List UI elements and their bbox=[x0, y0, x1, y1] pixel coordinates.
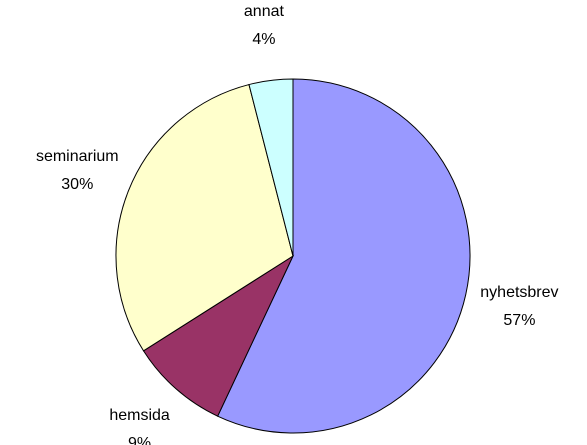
slice-value-label: 57% bbox=[503, 312, 535, 329]
slice-label: seminarium bbox=[36, 148, 119, 165]
pie-slice bbox=[115, 83, 294, 352]
slice-label: hemsida bbox=[109, 407, 170, 424]
pie-slice bbox=[248, 78, 294, 257]
slice-value-label: 4% bbox=[252, 31, 275, 48]
pie-slice bbox=[142, 254, 295, 417]
slice-label: annat bbox=[244, 3, 285, 20]
slice-value-label: 9% bbox=[128, 435, 151, 445]
slice-value-label: 30% bbox=[61, 176, 93, 193]
pie-slice bbox=[216, 78, 471, 434]
slice-label: nyhetsbrev bbox=[480, 284, 558, 301]
